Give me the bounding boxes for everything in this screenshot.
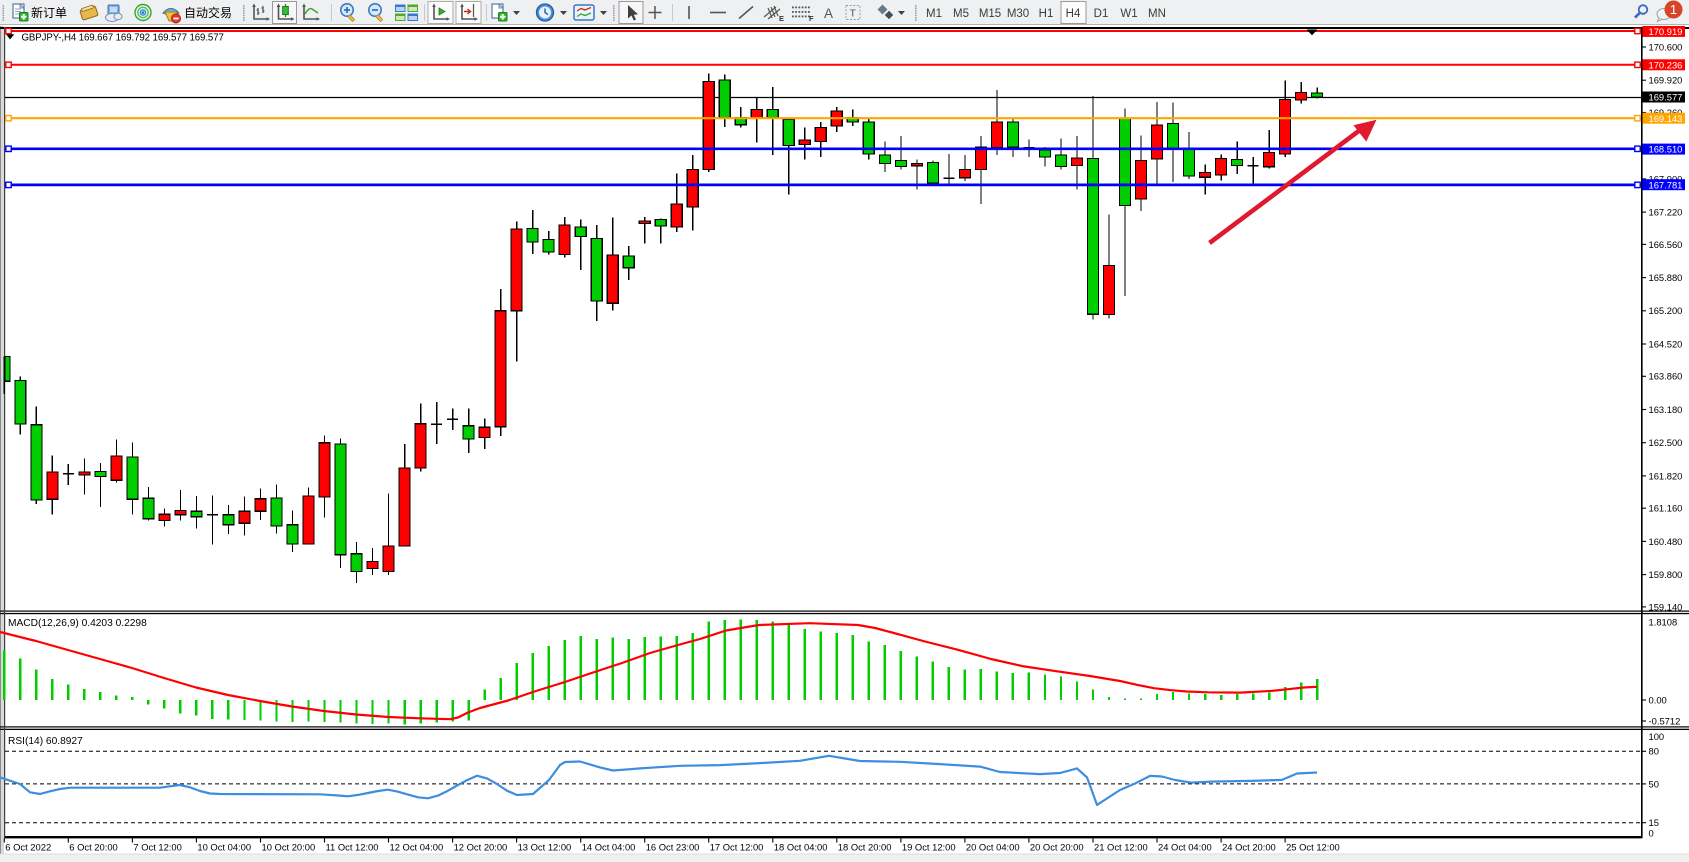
svg-text:M15: M15 [979, 8, 1001, 20]
svg-text:167.900: 167.900 [1649, 173, 1683, 184]
svg-text:159.800: 159.800 [1649, 569, 1683, 580]
svg-text:80: 80 [1649, 746, 1659, 757]
svg-text:160.480: 160.480 [1649, 536, 1683, 547]
svg-text:M5: M5 [953, 8, 969, 20]
svg-text:16 Oct 23:00: 16 Oct 23:00 [646, 842, 700, 853]
svg-text:169.577: 169.577 [1649, 92, 1683, 103]
svg-text:14 Oct 04:00: 14 Oct 04:00 [582, 842, 636, 853]
svg-text:21 Oct 12:00: 21 Oct 12:00 [1094, 842, 1148, 853]
svg-text:166.560: 166.560 [1649, 239, 1683, 250]
svg-text:165.200: 165.200 [1649, 305, 1683, 316]
svg-text:20 Oct 20:00: 20 Oct 20:00 [1030, 842, 1084, 853]
svg-text:163.180: 163.180 [1649, 404, 1683, 415]
svg-text:167.220: 167.220 [1649, 207, 1683, 218]
svg-text:1.8108: 1.8108 [1649, 616, 1678, 627]
svg-text:50: 50 [1649, 778, 1659, 789]
svg-text:MN: MN [1148, 8, 1166, 20]
svg-text:25 Oct 12:00: 25 Oct 12:00 [1286, 842, 1340, 853]
svg-text:165.880: 165.880 [1649, 272, 1683, 283]
svg-text:-0.5712: -0.5712 [1649, 715, 1681, 726]
svg-text:6 Oct 20:00: 6 Oct 20:00 [69, 842, 117, 853]
svg-text:0: 0 [1649, 828, 1654, 839]
svg-text:A: A [824, 6, 833, 21]
svg-text:7 Oct 12:00: 7 Oct 12:00 [133, 842, 181, 853]
svg-text:0.00: 0.00 [1649, 694, 1667, 705]
svg-text:20 Oct 04:00: 20 Oct 04:00 [966, 842, 1020, 853]
svg-text:10 Oct 04:00: 10 Oct 04:00 [197, 842, 251, 853]
svg-text:24 Oct 20:00: 24 Oct 20:00 [1222, 842, 1276, 853]
svg-text:161.160: 161.160 [1649, 503, 1683, 514]
svg-text:19 Oct 12:00: 19 Oct 12:00 [902, 842, 956, 853]
svg-text:自动交易: 自动交易 [184, 5, 232, 20]
svg-text:E: E [779, 14, 784, 23]
svg-text:D1: D1 [1094, 8, 1109, 20]
svg-text:13 Oct 12:00: 13 Oct 12:00 [518, 842, 572, 853]
svg-text:18 Oct 20:00: 18 Oct 20:00 [838, 842, 892, 853]
svg-text:T: T [850, 8, 857, 20]
svg-text:新订单: 新订单 [31, 5, 67, 20]
svg-text:168.510: 168.510 [1649, 144, 1683, 155]
svg-text:162.500: 162.500 [1649, 437, 1683, 448]
svg-text:169.920: 169.920 [1649, 75, 1683, 86]
svg-text:159.140: 159.140 [1649, 601, 1683, 612]
svg-text:169.260: 169.260 [1649, 107, 1683, 118]
svg-text:15: 15 [1649, 817, 1659, 828]
svg-text:MACD(12,26,9) 0.4203 0.2298: MACD(12,26,9) 0.4203 0.2298 [8, 618, 147, 629]
svg-text:163.860: 163.860 [1649, 371, 1683, 382]
svg-text:170.919: 170.919 [1649, 26, 1683, 37]
svg-text:M1: M1 [926, 8, 942, 20]
svg-text:18 Oct 04:00: 18 Oct 04:00 [774, 842, 828, 853]
svg-text:H1: H1 [1039, 8, 1054, 20]
svg-text:H4: H4 [1066, 8, 1081, 20]
svg-text:161.820: 161.820 [1649, 470, 1683, 481]
svg-text:GBPJPY-,H4 169.667 169.792 16: GBPJPY-,H4 169.667 169.792 169.577 169.5… [22, 32, 224, 43]
svg-text:170.600: 170.600 [1649, 41, 1683, 52]
svg-text:12 Oct 20:00: 12 Oct 20:00 [454, 842, 508, 853]
svg-text:6 Oct 2022: 6 Oct 2022 [5, 842, 51, 853]
svg-text:100: 100 [1649, 731, 1665, 742]
svg-text:1: 1 [1670, 2, 1677, 17]
svg-text:12 Oct 04:00: 12 Oct 04:00 [390, 842, 444, 853]
svg-text:F: F [809, 14, 814, 23]
svg-text:169.143: 169.143 [1649, 113, 1683, 124]
svg-text:11 Oct 12:00: 11 Oct 12:00 [326, 842, 379, 853]
svg-text:M30: M30 [1007, 8, 1029, 20]
svg-text:170.236: 170.236 [1649, 59, 1683, 70]
svg-text:167.781: 167.781 [1649, 179, 1683, 190]
svg-text:17 Oct 12:00: 17 Oct 12:00 [710, 842, 764, 853]
svg-text:10 Oct 20:00: 10 Oct 20:00 [262, 842, 316, 853]
svg-text:W1: W1 [1120, 8, 1137, 20]
svg-text:24 Oct 04:00: 24 Oct 04:00 [1158, 842, 1212, 853]
svg-text:164.520: 164.520 [1649, 338, 1683, 349]
svg-text:RSI(14) 60.8927: RSI(14) 60.8927 [8, 736, 83, 747]
